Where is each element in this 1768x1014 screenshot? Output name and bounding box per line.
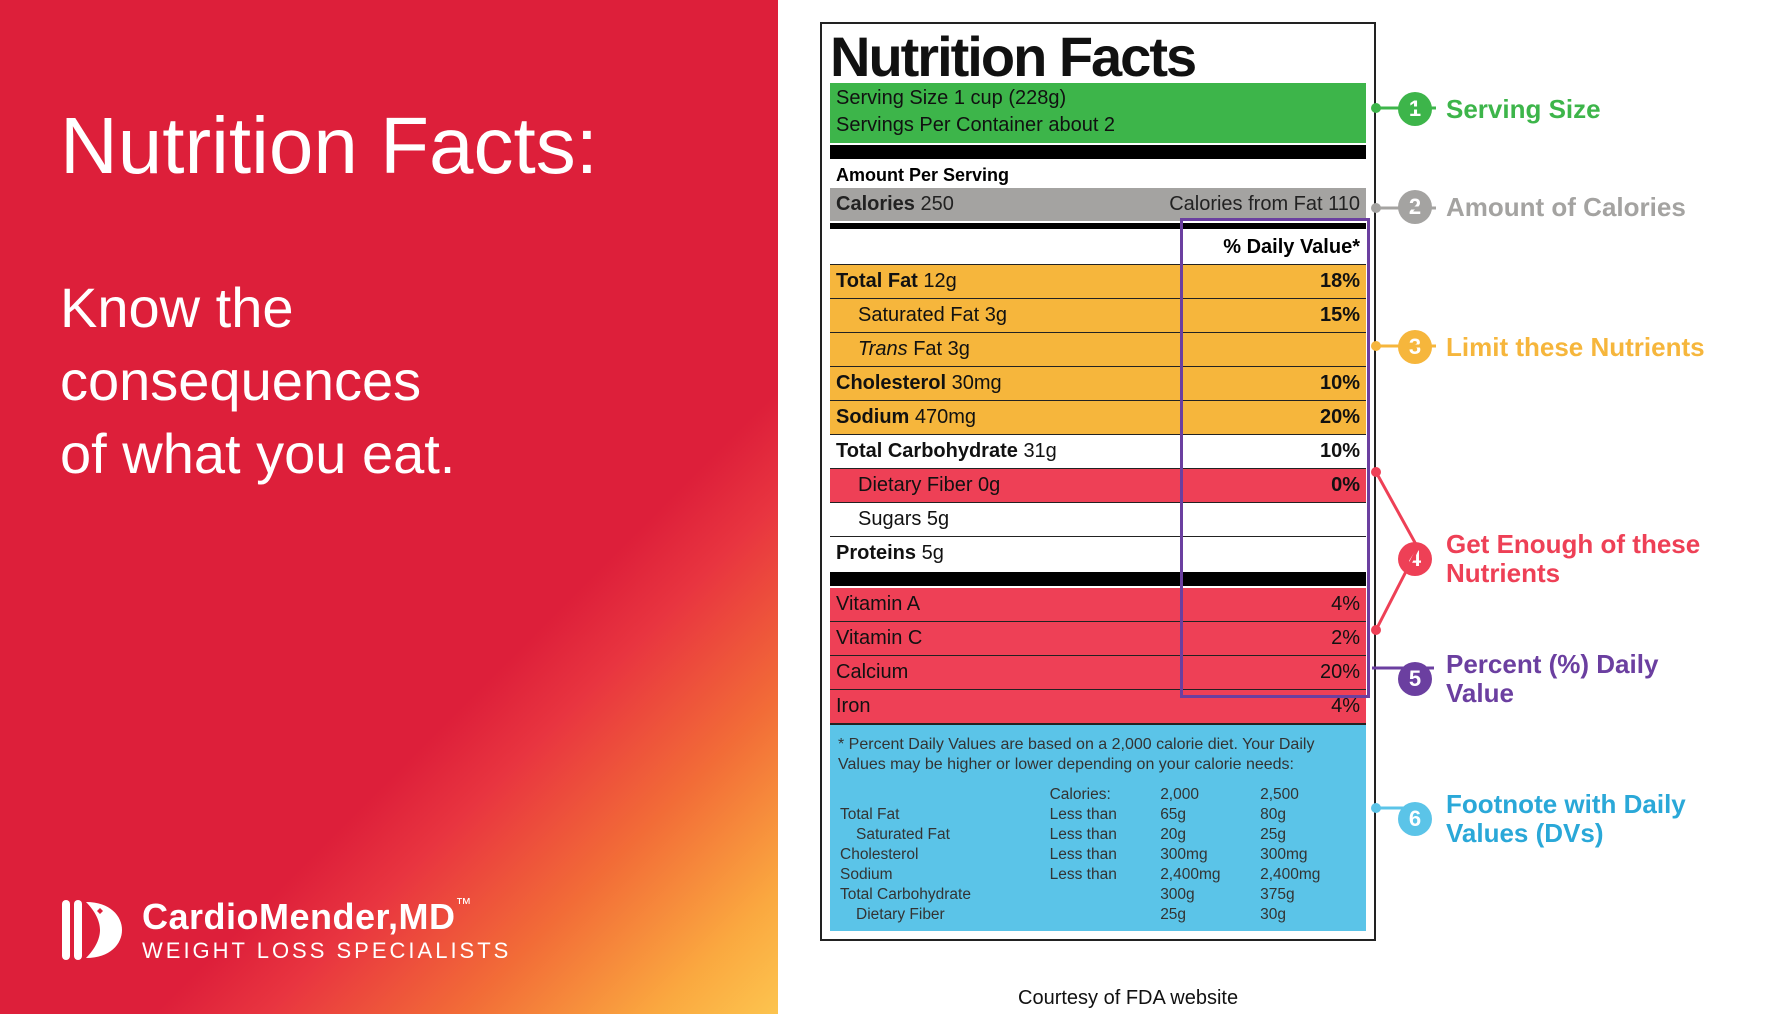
thick-bar-2 xyxy=(830,572,1366,586)
foot-row: Total FatLess than65g80g xyxy=(838,805,1358,825)
thin-bar xyxy=(830,223,1366,229)
amount-per-serving: Amount Per Serving xyxy=(830,161,1366,188)
subtitle-line2: consequences xyxy=(60,345,740,418)
protein-row: Proteins 5g xyxy=(830,536,1366,570)
foot-row: Saturated FatLess than20g25g xyxy=(838,825,1358,845)
foot-row: Dietary Fiber25g30g xyxy=(838,905,1358,925)
callout-5: 5 Percent (%) Daily Value xyxy=(1398,650,1728,707)
credit-text: Courtesy of FDA website xyxy=(1018,987,1238,1010)
headline-block: Nutrition Facts: Know the consequences o… xyxy=(60,100,740,490)
foot-row: Total Carbohydrate300g375g xyxy=(838,885,1358,905)
right-white-panel: Nutrition Facts Serving Size 1 cup (228g… xyxy=(778,0,1768,1014)
subtitle-line1: Know the xyxy=(60,272,740,345)
sat-fat-row: Saturated Fat 3g 15% xyxy=(830,298,1366,332)
callout-2: 2 Amount of Calories xyxy=(1398,190,1728,224)
sugars-row: Sugars 5g xyxy=(830,502,1366,536)
servings-per-container: Servings Per Container about 2 xyxy=(830,114,1366,143)
subtitle-line3: of what you eat. xyxy=(60,418,740,491)
footnote-text: * Percent Daily Values are based on a 2,… xyxy=(830,725,1366,781)
label-title: Nutrition Facts xyxy=(830,30,1366,83)
thick-bar xyxy=(830,145,1366,159)
total-carb-row: Total Carbohydrate 31g 10% xyxy=(830,434,1366,468)
calcium-row: Calcium20% xyxy=(830,655,1366,689)
footnote-table: Calories: 2,000 2,500 Total FatLess than… xyxy=(830,781,1366,931)
footnote-section: * Percent Daily Values are based on a 2,… xyxy=(830,723,1366,931)
calories-label: Calories 250 xyxy=(836,193,954,216)
total-fat-row: Total Fat 12g 18% xyxy=(830,264,1366,298)
iron-row: Iron4% xyxy=(830,689,1366,723)
foot-header-row: Calories: 2,000 2,500 xyxy=(838,785,1358,805)
brand-block: CardioMender,MD™ WEIGHT LOSS SPECIALISTS xyxy=(60,896,511,964)
foot-row: SodiumLess than2,400mg2,400mg xyxy=(838,865,1358,885)
dv-header: % Daily Value* xyxy=(830,231,1366,264)
callout-4: 4 Get Enough of these Nutrients xyxy=(1398,530,1748,587)
callout-3: 3 Limit these Nutrients xyxy=(1398,330,1728,364)
vitC-row: Vitamin C2% xyxy=(830,621,1366,655)
calories-from-fat: Calories from Fat 110 xyxy=(1169,193,1360,216)
foot-row: CholesterolLess than300mg300mg xyxy=(838,845,1358,865)
trans-fat-row: Trans Fat 3g xyxy=(830,332,1366,366)
fiber-row: Dietary Fiber 0g 0% xyxy=(830,468,1366,502)
brand-name: CardioMender,MD xyxy=(142,896,456,937)
callout-1: 1 Serving Size xyxy=(1398,92,1728,126)
brand-tm: ™ xyxy=(456,896,472,913)
brand-logo-icon xyxy=(60,898,124,962)
cholesterol-row: Cholesterol 30mg 10% xyxy=(830,366,1366,400)
vitA-row: Vitamin A4% xyxy=(830,588,1366,621)
brand-sub: WEIGHT LOSS SPECIALISTS xyxy=(142,938,511,964)
serving-section: Serving Size 1 cup (228g) Servings Per C… xyxy=(830,83,1366,143)
callout-6: 6 Footnote with Daily Values (DVs) xyxy=(1398,790,1748,847)
calories-row: Calories 250 Calories from Fat 110 xyxy=(830,188,1366,221)
sodium-row: Sodium 470mg 20% xyxy=(830,400,1366,434)
nutrition-label: Nutrition Facts Serving Size 1 cup (228g… xyxy=(820,22,1376,941)
main-title: Nutrition Facts: xyxy=(60,100,740,192)
